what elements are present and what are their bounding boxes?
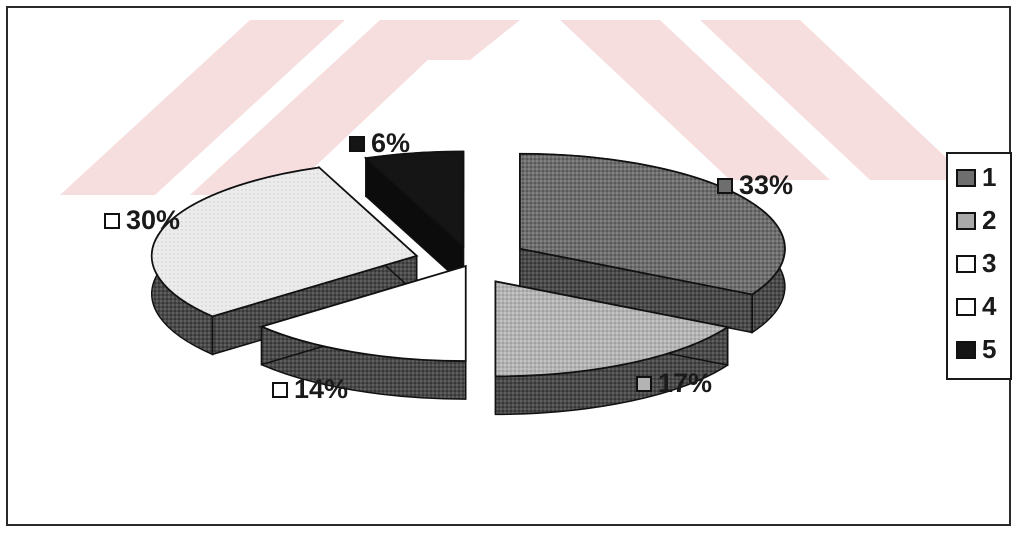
legend-item-5: 5 — [956, 334, 996, 365]
legend-item-2: 2 — [956, 205, 996, 236]
data-label-slice-4: 30% — [104, 205, 180, 236]
legend-swatch-1 — [956, 168, 976, 187]
data-label-slice-2: 17% — [636, 368, 712, 399]
label-swatch-4 — [104, 212, 120, 229]
label-swatch-5 — [349, 135, 365, 152]
label-swatch-2 — [636, 375, 652, 392]
legend-label-2: 2 — [982, 205, 997, 235]
legend-swatch-5 — [956, 340, 976, 359]
data-label-slice-3: 14% — [272, 374, 348, 405]
legend-item-1: 1 — [956, 162, 996, 193]
data-label-text-5: 6% — [371, 128, 411, 158]
data-label-text-4: 30% — [126, 205, 181, 235]
data-label-text-2: 17% — [658, 368, 713, 398]
legend-swatch-2 — [956, 211, 976, 230]
legend-label-3: 3 — [982, 248, 997, 278]
legend-swatch-4 — [956, 297, 976, 316]
legend-label-5: 5 — [982, 334, 997, 364]
chart-legend: 1 2 3 4 5 — [946, 152, 1012, 380]
legend-swatch-3 — [956, 254, 976, 273]
label-swatch-3 — [272, 381, 288, 398]
legend-item-4: 4 — [956, 291, 996, 322]
data-label-text-3: 14% — [294, 374, 349, 404]
data-label-slice-1: 33% — [717, 170, 793, 201]
legend-label-4: 4 — [982, 291, 997, 321]
data-label-slice-5: 6% — [349, 128, 410, 159]
pie-slice-2 — [494, 280, 731, 378]
label-swatch-1 — [717, 177, 733, 194]
pie-slice-5 — [363, 150, 465, 249]
legend-label-1: 1 — [982, 162, 997, 192]
pie-slice-3 — [258, 264, 467, 362]
legend-item-3: 3 — [956, 248, 996, 279]
pie-slice-4 — [150, 166, 419, 318]
data-label-text-1: 33% — [739, 170, 794, 200]
